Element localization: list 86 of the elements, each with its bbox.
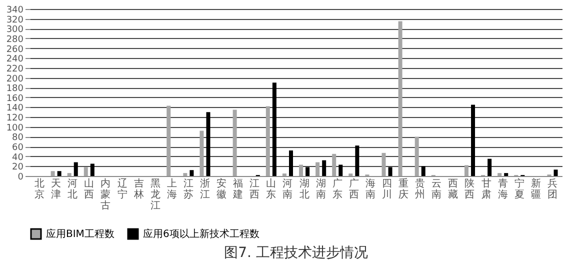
bar — [288, 150, 293, 176]
text: 图7. 工程技术进步情况 — [224, 245, 368, 261]
bar — [299, 164, 304, 176]
bar — [272, 82, 276, 176]
y-tick-label: 120 — [6, 114, 24, 124]
bar — [338, 164, 343, 176]
y-tick-label: 100 — [6, 123, 24, 134]
bar — [464, 165, 468, 176]
bar — [554, 170, 558, 176]
x-tick-label: 贵州 — [415, 178, 426, 200]
bar — [74, 162, 78, 176]
y-tick-label: 220 — [6, 64, 24, 74]
x-tick-label: 云南 — [432, 178, 442, 200]
x-tick-label: 山东 — [266, 178, 276, 200]
bar — [332, 154, 336, 176]
y-tick-label: 320 — [6, 15, 24, 26]
y-tick-label: 300 — [6, 25, 24, 36]
x-tick-label: 宁夏 — [514, 178, 524, 200]
legend-label: 应用6项以上新技术工程数 — [143, 228, 260, 240]
bar — [355, 146, 360, 176]
x-tick-label: 甘肃 — [481, 178, 492, 200]
bar — [414, 136, 419, 176]
x-tick-label: 湖南 — [316, 178, 326, 200]
y-tick-label: 340 — [6, 6, 24, 16]
x-tick-label: 安徽 — [216, 178, 227, 200]
bar — [421, 166, 426, 176]
x-tick-label: 吉林 — [132, 178, 144, 200]
bar — [190, 170, 194, 176]
y-tick-label: 240 — [6, 54, 24, 65]
x-tick-label: 浙江 — [200, 178, 210, 200]
x-tick-label: 兵团 — [547, 178, 558, 200]
bar — [498, 173, 502, 176]
x-tick-label: 河南 — [282, 178, 293, 200]
y-tick-label: 20 — [12, 162, 24, 173]
x-tick-label: 河北 — [68, 178, 78, 200]
bar — [266, 106, 270, 176]
bar — [322, 160, 326, 176]
bar — [316, 162, 320, 176]
bar — [382, 152, 386, 176]
bar — [306, 167, 310, 176]
y-tick-label: 80 — [12, 133, 24, 144]
legend-label: 应用BIM工程数 — [46, 228, 114, 240]
x-tick-label: 海南 — [365, 178, 376, 200]
bar — [504, 173, 508, 176]
bar — [90, 164, 94, 176]
bar — [183, 173, 188, 176]
bar — [398, 21, 402, 176]
x-tick-label: 重庆 — [398, 178, 409, 200]
bar — [84, 167, 88, 176]
bar — [206, 112, 210, 176]
y-tick-label: 140 — [6, 104, 24, 114]
x-tick-label: 陕西 — [464, 178, 475, 200]
y-tick-label: 280 — [6, 34, 24, 45]
bar — [488, 158, 492, 176]
x-tick-label: 辽宁 — [117, 178, 128, 200]
x-tick-label: 新疆 — [530, 178, 541, 200]
bar — [50, 171, 55, 176]
y-tick-label: 0 — [18, 172, 24, 182]
y-tick-label: 180 — [6, 84, 24, 94]
bar — [57, 171, 62, 176]
y-tick-label: 200 — [6, 74, 24, 84]
bar — [67, 173, 72, 176]
x-tick-label: 黑龙江 — [150, 178, 160, 212]
x-tick-label: 江苏 — [183, 178, 194, 200]
x-tick-label: 湖北 — [299, 178, 310, 200]
x-tick-label: 内蒙古 — [100, 178, 111, 212]
bar — [166, 106, 171, 176]
x-tick-label: 广东 — [332, 178, 342, 200]
x-tick-label: 西藏 — [448, 178, 458, 200]
bar — [232, 110, 237, 176]
x-tick-label: 上海 — [166, 178, 177, 200]
x-tick-label: 四川 — [382, 178, 392, 200]
x-tick-label: 广西 — [348, 178, 359, 200]
y-tick-label: 40 — [12, 152, 24, 163]
x-tick-label: 北京 — [34, 178, 45, 200]
y-tick-label: 60 — [12, 143, 24, 154]
x-tick-label: 江西 — [250, 178, 260, 200]
x-tick-label: 青海 — [498, 178, 508, 200]
x-tick-label: 福建 — [232, 178, 244, 200]
bar — [388, 167, 392, 176]
x-tick-label: 天津 — [51, 178, 62, 200]
y-tick-label: 160 — [6, 94, 24, 104]
bar — [471, 104, 476, 176]
bar — [200, 130, 204, 176]
y-tick-label: 260 — [6, 44, 24, 55]
x-tick-label: 山西 — [84, 178, 94, 200]
